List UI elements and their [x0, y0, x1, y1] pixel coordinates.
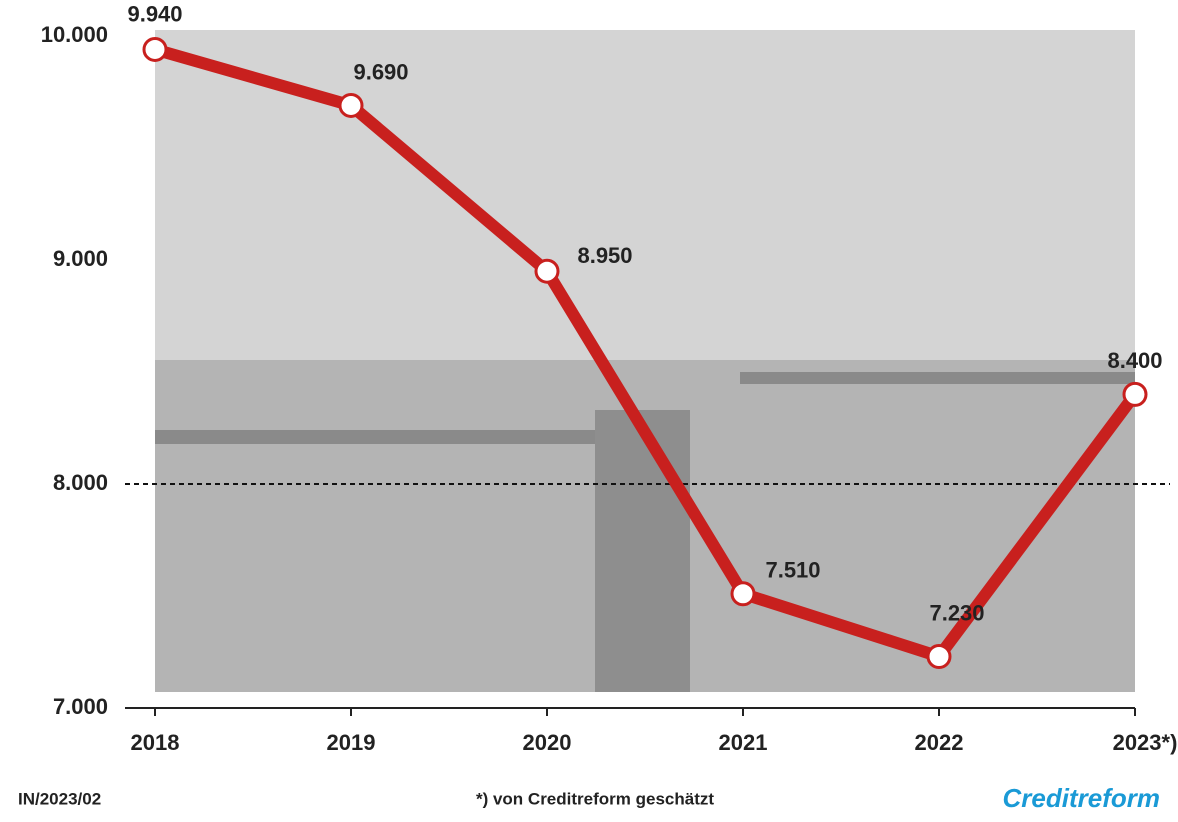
- footer-note: *) von Creditreform geschätzt: [476, 789, 714, 808]
- sky: [155, 30, 1135, 360]
- x-tick-label: 2021: [719, 730, 768, 755]
- value-label: 9.690: [353, 59, 408, 84]
- pillar: [595, 410, 690, 692]
- point: [142, 36, 168, 62]
- point: [926, 643, 952, 669]
- value-label: 8.400: [1107, 348, 1162, 373]
- value-label: 9.940: [127, 1, 182, 26]
- line: [153, 43, 1140, 663]
- scaffold: [740, 372, 1135, 384]
- brand-logo: Creditreform: [1003, 783, 1160, 813]
- value-label: 8.950: [577, 243, 632, 268]
- point: [730, 581, 756, 607]
- x-tick-label: 2023*): [1113, 730, 1178, 755]
- scaffold: [155, 430, 595, 444]
- y-tick-label: 9.000: [53, 246, 108, 271]
- y-tick-label: 10.000: [41, 22, 108, 47]
- x-tick-label: 2022: [915, 730, 964, 755]
- value-label: 7.510: [765, 558, 820, 583]
- x-tick-label: 2020: [523, 730, 572, 755]
- x-tick-label: 2019: [327, 730, 376, 755]
- value-label: 7.230: [929, 600, 984, 625]
- point: [1122, 381, 1148, 407]
- x-tick-label: 2018: [131, 730, 180, 755]
- point: [534, 258, 560, 284]
- footer-code: IN/2023/02: [18, 789, 101, 808]
- y-tick-label: 8.000: [53, 470, 108, 495]
- y-tick-label: 7.000: [53, 694, 108, 719]
- point: [338, 92, 364, 118]
